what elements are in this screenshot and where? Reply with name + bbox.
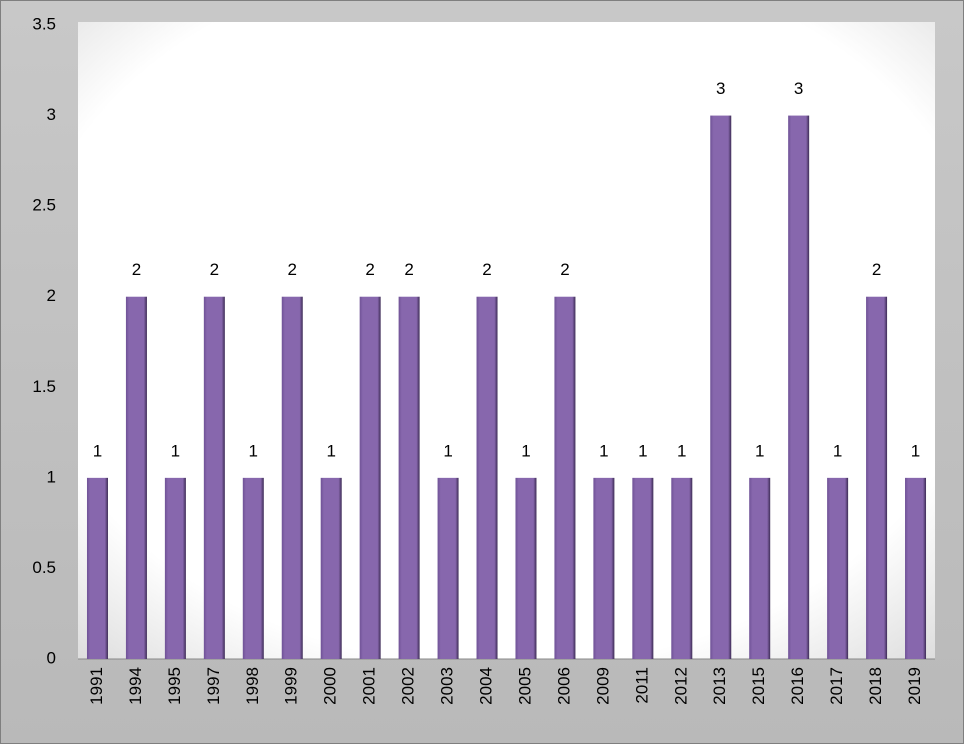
x-tick-label: 2012 — [671, 667, 690, 705]
bar — [554, 296, 576, 659]
x-tick-label: 2001 — [360, 667, 379, 705]
data-label-bg — [747, 437, 772, 464]
data-label-bg — [825, 437, 850, 464]
data-label-bg — [786, 75, 811, 102]
bar — [476, 296, 498, 659]
x-tick-label: 2015 — [749, 667, 768, 705]
data-label-bg — [669, 437, 694, 464]
data-label: 1 — [599, 441, 608, 460]
data-label: 2 — [872, 260, 881, 279]
data-label: 1 — [911, 441, 920, 460]
data-label-bg — [319, 437, 344, 464]
data-label-bg — [358, 256, 383, 283]
bar — [203, 296, 225, 659]
bar — [749, 477, 771, 659]
data-label-bg — [397, 256, 422, 283]
y-tick-label: 0 — [47, 648, 56, 667]
x-tick-label: 1998 — [243, 667, 262, 705]
data-label-bg — [630, 437, 655, 464]
data-label-bg — [708, 75, 733, 102]
data-label-bg — [241, 437, 266, 464]
bar — [86, 477, 108, 659]
x-tick-label: 2000 — [321, 667, 340, 705]
bar — [710, 115, 732, 660]
x-tick-label: 1997 — [204, 667, 223, 705]
data-label: 1 — [93, 441, 102, 460]
bar — [866, 296, 888, 659]
data-label-bg — [591, 437, 616, 464]
y-tick-label: 1 — [47, 467, 56, 486]
x-tick-label: 1995 — [165, 667, 184, 705]
data-label: 3 — [716, 79, 725, 98]
data-label: 2 — [404, 260, 413, 279]
bar — [242, 477, 264, 659]
data-label: 1 — [755, 441, 764, 460]
x-tick-label: 2003 — [438, 667, 457, 705]
bar — [281, 296, 303, 659]
bar — [905, 477, 927, 659]
data-label: 1 — [443, 441, 452, 460]
bar — [632, 477, 654, 659]
bar — [320, 477, 342, 659]
bar — [593, 477, 615, 659]
data-label: 1 — [171, 441, 180, 460]
x-tick-label: 2016 — [788, 667, 807, 705]
bar — [515, 477, 537, 659]
bar — [788, 115, 810, 660]
bar — [398, 296, 420, 659]
data-label-bg — [163, 437, 188, 464]
x-tick-label: 1994 — [126, 667, 145, 705]
data-label-bg — [124, 256, 149, 283]
data-label: 2 — [365, 260, 374, 279]
data-label-bg — [436, 437, 461, 464]
bar — [437, 477, 459, 659]
y-tick-label: 2.5 — [32, 196, 56, 215]
data-label: 2 — [210, 260, 219, 279]
data-label-bg — [552, 256, 577, 283]
x-tick-label: 2004 — [477, 667, 496, 705]
bar — [125, 296, 147, 659]
x-tick-label: 1991 — [87, 667, 106, 705]
x-tick-label: 2009 — [593, 667, 612, 705]
data-label: 2 — [288, 260, 297, 279]
x-tick-label: 2002 — [399, 667, 418, 705]
data-label: 1 — [249, 441, 258, 460]
y-tick-label: 3.5 — [32, 14, 56, 33]
bar — [359, 296, 381, 659]
data-label-bg — [202, 256, 227, 283]
x-tick-label: 2018 — [866, 667, 885, 705]
bar — [164, 477, 186, 659]
data-label: 2 — [482, 260, 491, 279]
x-tick-label: 2013 — [710, 667, 729, 705]
data-label: 1 — [326, 441, 335, 460]
data-label: 2 — [132, 260, 141, 279]
data-label: 1 — [677, 441, 686, 460]
data-label-bg — [280, 256, 305, 283]
data-label: 3 — [794, 79, 803, 98]
x-tick-label: 2006 — [554, 667, 573, 705]
x-tick-label: 2011 — [632, 667, 651, 704]
data-label: 1 — [521, 441, 530, 460]
data-label-bg — [864, 256, 889, 283]
data-label-bg — [513, 437, 538, 464]
bar — [671, 477, 693, 659]
bar — [827, 477, 849, 659]
x-tick-label: 2005 — [515, 667, 534, 705]
data-label-bg — [85, 437, 110, 464]
data-label: 1 — [638, 441, 647, 460]
y-tick-label: 2 — [47, 286, 56, 305]
y-tick-label: 3 — [47, 105, 56, 124]
data-label: 2 — [560, 260, 569, 279]
y-tick-label: 1.5 — [32, 377, 56, 396]
data-label-bg — [903, 437, 928, 464]
data-label: 1 — [833, 441, 842, 460]
x-tick-label: 2017 — [827, 667, 846, 705]
x-tick-label: 2019 — [905, 667, 924, 705]
y-tick-label: 0.5 — [32, 558, 56, 577]
data-label-bg — [475, 256, 500, 283]
x-tick-label: 1999 — [282, 667, 301, 705]
